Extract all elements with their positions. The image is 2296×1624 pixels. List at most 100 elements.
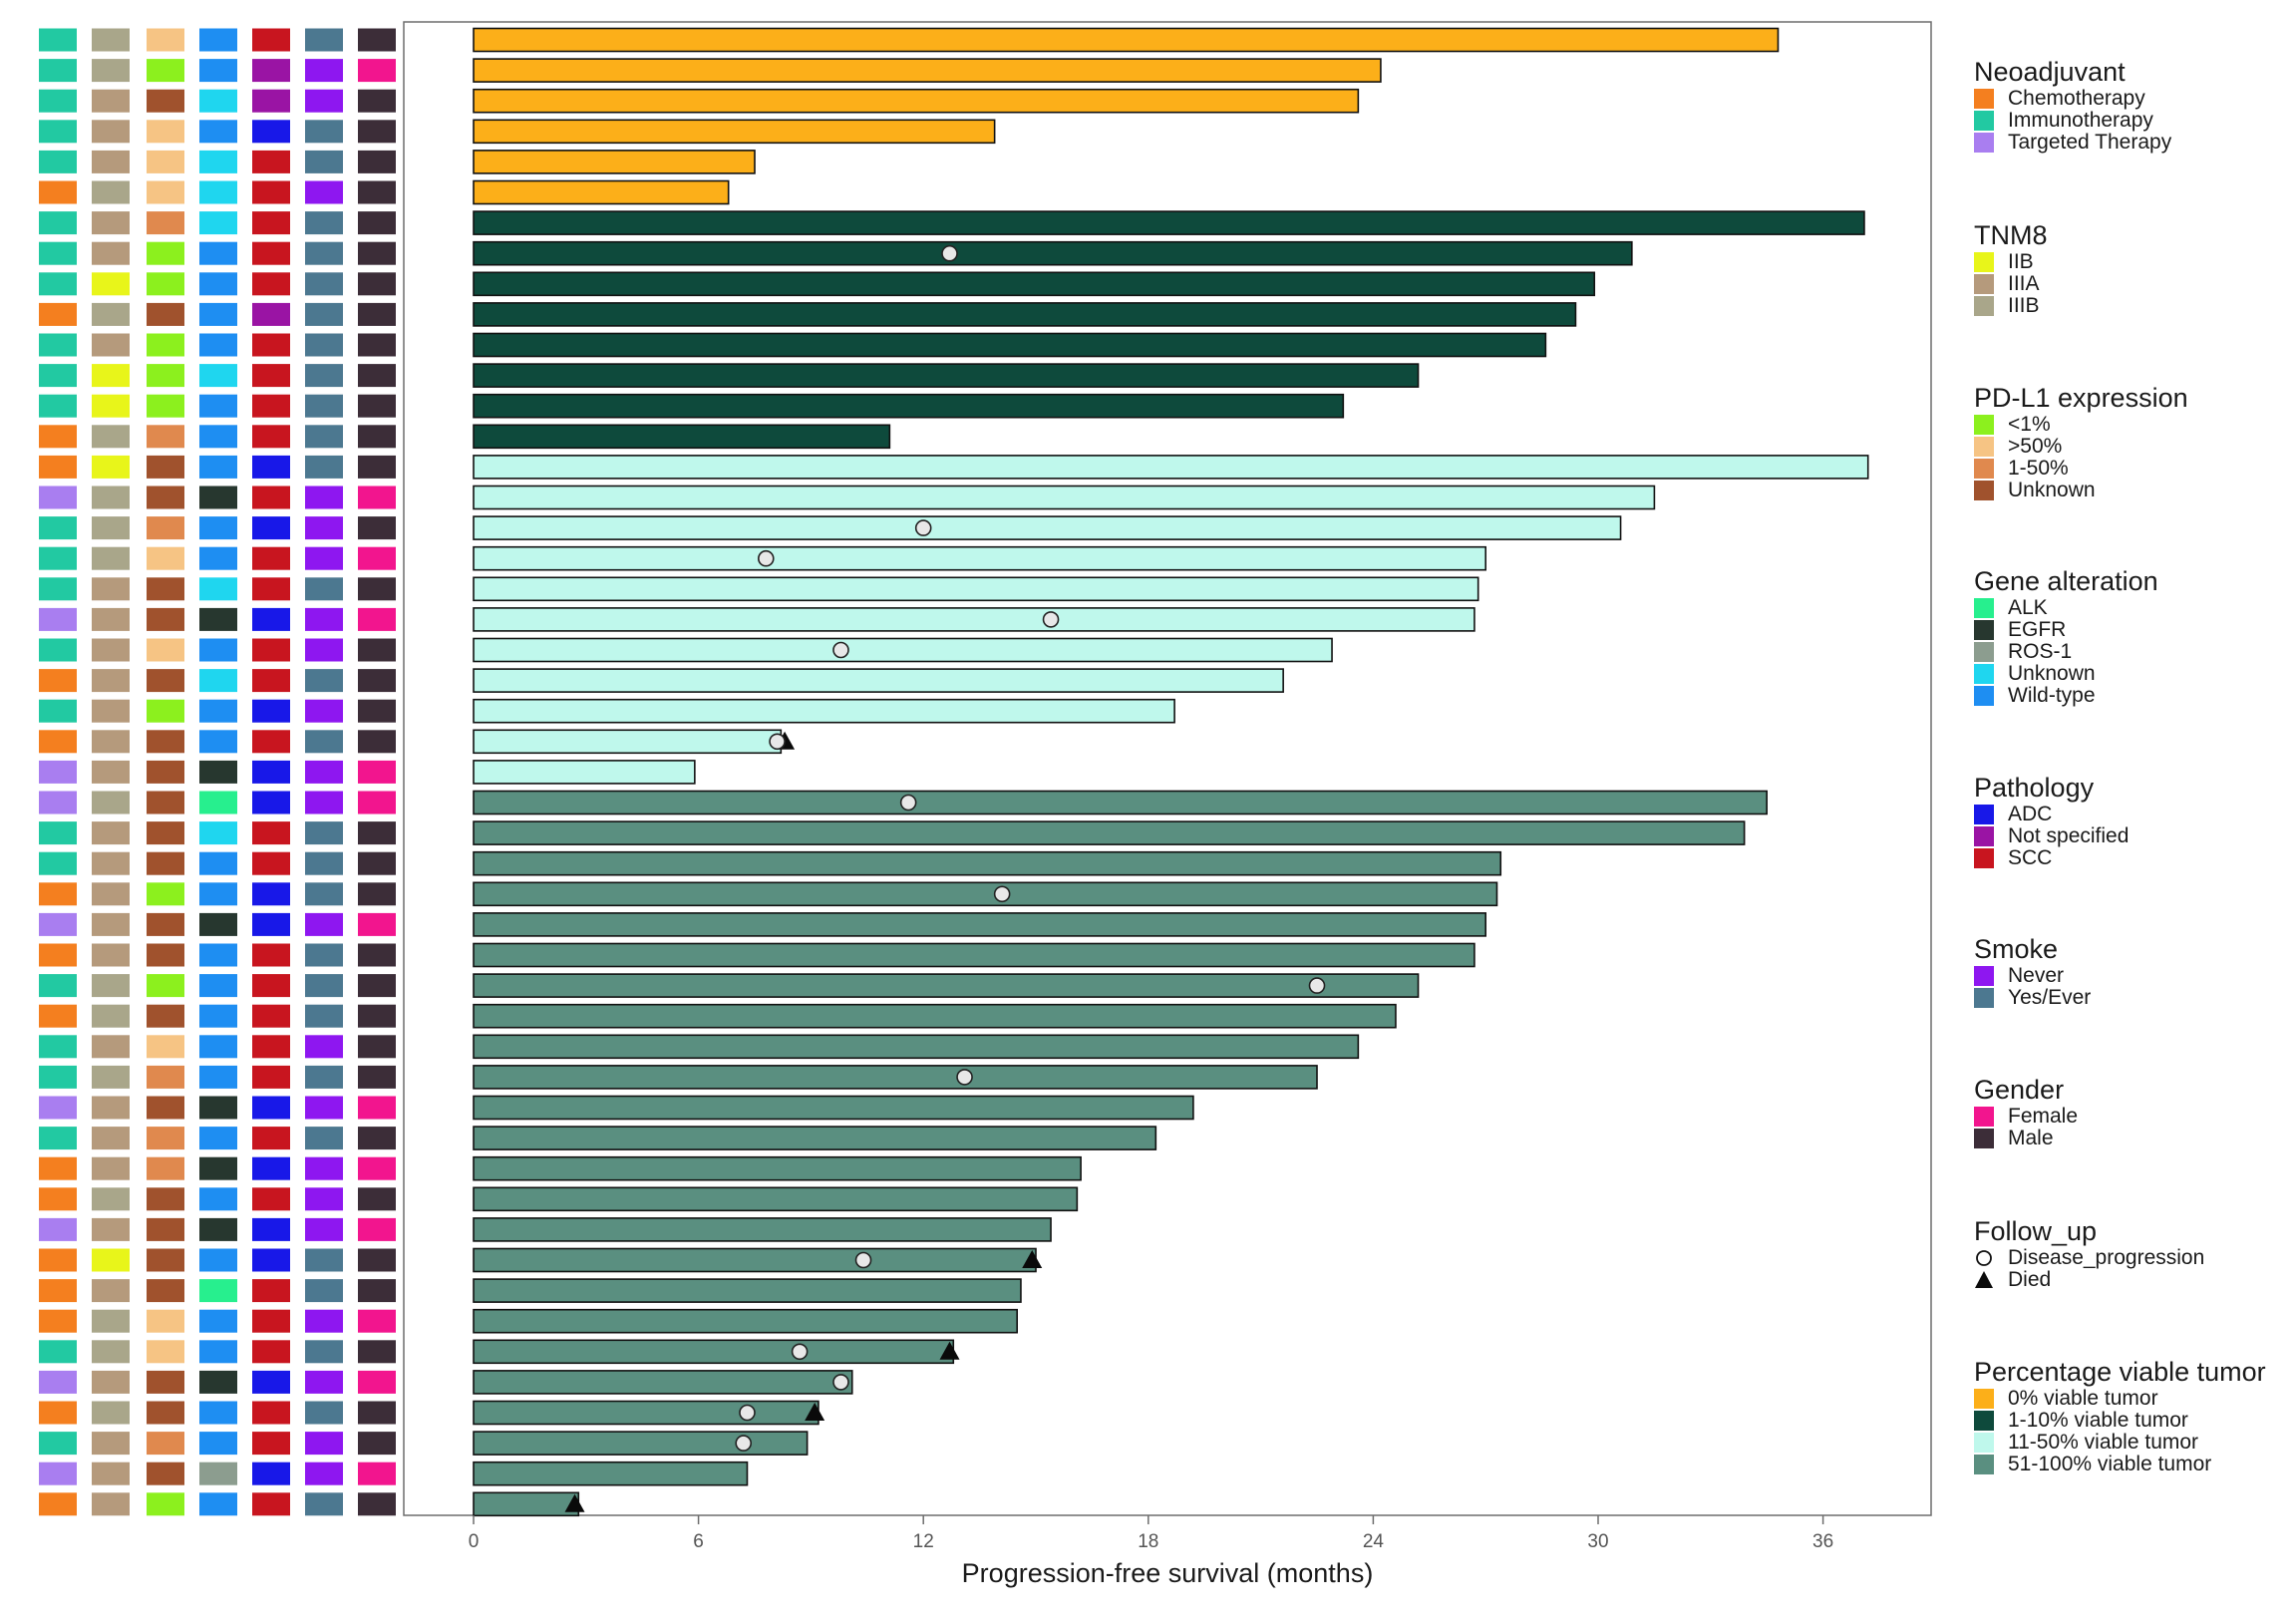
annotation-tile — [92, 974, 130, 998]
annotation-tile — [92, 120, 130, 144]
bar — [473, 698, 1175, 724]
legend-pdl1: PD-L1 expression <1% >50% 1-50% Unknown — [1974, 382, 2188, 501]
legend-gender: Gender Female Male — [1974, 1074, 2078, 1149]
annotation-tile — [358, 638, 396, 662]
annotation-tile — [92, 394, 130, 418]
legend-swatch — [1974, 133, 1994, 153]
annotation-tile — [305, 730, 343, 754]
annotation-tile — [39, 211, 77, 235]
annotation-tile — [92, 1127, 130, 1150]
annotation-tile — [147, 28, 184, 52]
legend-swatch — [1974, 1107, 1994, 1127]
annotation-tile — [305, 241, 343, 265]
annotation-tile — [358, 59, 396, 83]
annotation-tile — [305, 1340, 343, 1364]
legend-title: Percentage viable tumor — [1974, 1357, 2266, 1387]
legend-label: Yes/Ever — [2008, 986, 2092, 1009]
annotation-tile — [358, 28, 396, 52]
annotation-tile — [305, 1432, 343, 1456]
legend-swatch — [1974, 620, 1994, 640]
annotation-tile — [252, 912, 290, 936]
legend-tnm8: TNM8 IIB IIIA IIIB — [1974, 219, 2048, 317]
bar — [473, 1095, 1194, 1121]
legend-item: IIIA — [1974, 273, 2048, 295]
bar — [473, 820, 1746, 845]
annotation-tile — [147, 364, 184, 388]
legend-label: >50% — [2008, 435, 2063, 458]
annotation-tile — [147, 1035, 184, 1059]
annotation-tile — [147, 59, 184, 83]
x-tick-label: 24 — [1363, 1531, 1385, 1552]
annotation-tile — [39, 1004, 77, 1028]
annotation-tile — [252, 59, 290, 83]
annotation-tile — [305, 180, 343, 204]
annotation-tile — [252, 150, 290, 173]
bar — [473, 88, 1360, 114]
annotation-tile — [39, 1370, 77, 1394]
bar — [473, 1278, 1022, 1303]
annotation-tile — [199, 89, 237, 113]
legend-item: >50% — [1974, 436, 2188, 458]
progression-marker — [914, 519, 932, 536]
annotation-tile — [358, 669, 396, 693]
annotation-tile — [358, 364, 396, 388]
annotation-tile — [305, 89, 343, 113]
legend-item: ROS-1 — [1974, 641, 2158, 663]
annotation-tile — [199, 1492, 237, 1516]
annotation-tile — [199, 577, 237, 601]
annotation-tile — [92, 882, 130, 906]
annotation-tile — [147, 150, 184, 173]
annotation-tile — [305, 1248, 343, 1272]
legend-item: Yes/Ever — [1974, 987, 2091, 1009]
annotation-tile — [252, 302, 290, 326]
legend-label: IIIB — [2008, 294, 2040, 317]
annotation-tile — [199, 59, 237, 83]
annotation-tile — [92, 912, 130, 936]
legend-neoadjuvant: Neoadjuvant Chemotherapy Immunotherapy Tar… — [1974, 56, 2171, 154]
annotation-tile — [92, 272, 130, 296]
legend-label: 51-100% viable tumor — [2008, 1453, 2212, 1475]
x-tick-label: 6 — [693, 1531, 704, 1552]
annotation-tile — [199, 607, 237, 631]
progression-marker — [791, 1343, 809, 1361]
annotation-tile — [39, 364, 77, 388]
annotation-tile — [252, 89, 290, 113]
annotation-tile — [147, 272, 184, 296]
progression-marker — [1042, 611, 1060, 628]
annotation-tile — [305, 1492, 343, 1516]
legend-swatch — [1974, 437, 1994, 457]
legend-label: Immunotherapy — [2008, 109, 2153, 132]
annotation-tile — [92, 1096, 130, 1120]
annotation-tile — [252, 120, 290, 144]
bar — [473, 668, 1284, 693]
annotation-tile — [147, 791, 184, 814]
annotation-tile — [358, 1309, 396, 1333]
annotation-tile — [358, 882, 396, 906]
annotation-tile — [305, 211, 343, 235]
annotation-tile — [147, 730, 184, 754]
progression-marker — [757, 549, 775, 567]
annotation-tile — [358, 1096, 396, 1120]
legend-label: Chemotherapy — [2008, 87, 2145, 110]
annotation-tile — [358, 577, 396, 601]
annotation-tile — [199, 1127, 237, 1150]
annotation-tile — [305, 546, 343, 570]
annotation-tile — [147, 1065, 184, 1089]
legend-label: EGFR — [2008, 618, 2067, 641]
annotation-tile — [358, 1217, 396, 1241]
annotation-tile — [92, 1004, 130, 1028]
legend-follow-up: Follow_up Disease_progression Died — [1974, 1215, 2204, 1291]
annotation-tile — [199, 1187, 237, 1211]
legend-label: 11-50% viable tumor — [2008, 1431, 2199, 1454]
annotation-tile — [305, 394, 343, 418]
legend-item: <1% — [1974, 414, 2188, 436]
legend-label: 1-50% — [2008, 457, 2069, 480]
annotation-tile — [199, 1432, 237, 1456]
annotation-tile — [305, 1370, 343, 1394]
annotation-tile — [358, 1065, 396, 1089]
annotation-tile — [92, 546, 130, 570]
annotation-tile — [39, 943, 77, 967]
annotation-tile — [199, 1462, 237, 1485]
annotation-tile — [39, 241, 77, 265]
annotation-tile — [147, 241, 184, 265]
